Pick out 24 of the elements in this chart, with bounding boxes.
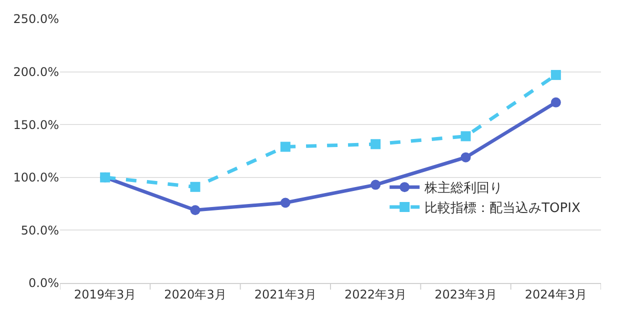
point <box>280 142 290 152</box>
point <box>550 70 561 80</box>
legend-label: 比較指標：配当込みTOPIX <box>424 201 580 216</box>
point <box>280 198 290 208</box>
y-tick-label: 0.0% <box>28 276 59 290</box>
point <box>190 205 200 216</box>
x-tick-label: 2021年3月 <box>254 287 317 302</box>
x-tick-label: 2020年3月 <box>164 287 226 302</box>
x-tick-label: 2024年3月 <box>524 287 588 302</box>
y-tick-label: 150.0% <box>13 118 59 132</box>
x-tick-label: 2023年3月 <box>434 287 497 302</box>
x-tick-label: 2022年3月 <box>344 287 407 302</box>
legend-label: 株主総利回り <box>424 180 503 196</box>
y-tick-label: 200.0% <box>13 65 59 79</box>
point <box>370 139 381 150</box>
point <box>460 131 471 142</box>
y-tick-label: 250.0% <box>13 12 59 26</box>
y-tick-label: 50.0% <box>20 223 59 238</box>
point <box>190 182 200 192</box>
point <box>550 97 561 108</box>
y-tick-label: 100.0% <box>13 170 59 185</box>
point <box>370 180 381 190</box>
point <box>460 152 471 162</box>
x-tick-label: 2019年3月 <box>74 287 136 302</box>
